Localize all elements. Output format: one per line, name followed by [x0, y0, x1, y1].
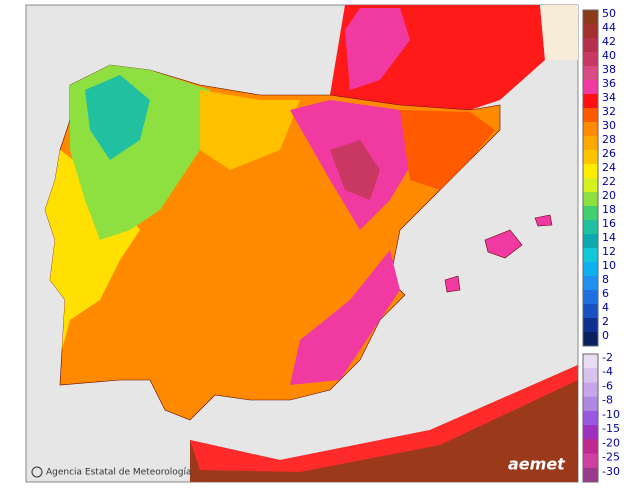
legend-swatch [583, 24, 598, 39]
legend-swatch [583, 332, 598, 347]
legend-swatch [583, 382, 598, 398]
france-hot [345, 8, 410, 90]
legend-swatch [583, 150, 598, 165]
legend-swatch [583, 276, 598, 291]
legend-label: 10 [602, 259, 616, 272]
credit-icon [31, 466, 43, 478]
legend-label: -30 [602, 465, 620, 478]
legend-swatch [583, 10, 598, 25]
ibiza [444, 275, 461, 293]
northwest-cool [85, 75, 150, 160]
logo: aemet [508, 455, 566, 474]
legend-label: -10 [602, 408, 620, 421]
legend-swatch [583, 248, 598, 263]
legend-swatch [583, 410, 598, 426]
legend-swatch [583, 368, 598, 383]
legend-label: 28 [602, 133, 616, 146]
legend-label: 16 [602, 217, 616, 230]
legend-swatch [583, 94, 598, 109]
catalonia [400, 110, 495, 190]
legend-swatch [583, 467, 598, 483]
legend-swatch [583, 136, 598, 151]
mallorca [484, 229, 523, 259]
legend-label: -25 [602, 451, 620, 464]
legend-label: -6 [602, 379, 613, 392]
legend-label: 36 [602, 77, 616, 90]
legend-swatch [583, 318, 598, 333]
legend-swatch [583, 192, 598, 207]
legend-swatch [583, 439, 598, 455]
legend-label: 32 [602, 105, 616, 118]
ebro-core [330, 140, 380, 200]
legend-swatch [583, 425, 598, 440]
legend-label: -8 [602, 394, 613, 407]
legend-swatch [583, 178, 598, 193]
legend-label: 50 [602, 7, 616, 20]
legend-border [582, 353, 599, 483]
legend-swatch [583, 52, 598, 67]
legend-label: 8 [602, 273, 609, 286]
legend-label: 14 [602, 231, 616, 244]
legend-swatch [583, 354, 598, 369]
legend-label: 26 [602, 147, 616, 160]
legend-swatch [583, 108, 598, 123]
legend-swatch [583, 453, 598, 469]
legend-swatch [583, 290, 598, 305]
legend-label: 6 [602, 287, 609, 300]
legend-label: 12 [602, 245, 616, 258]
legend-label: 42 [602, 35, 616, 48]
legend-label: 18 [602, 203, 616, 216]
map [44, 5, 578, 482]
legend: 5044424038363432302826242220181614121086… [582, 7, 620, 483]
africa [190, 365, 578, 482]
southeast-hot [290, 250, 400, 385]
legend-swatch [583, 66, 598, 81]
legend-label: 34 [602, 91, 616, 104]
legend-label: -15 [602, 422, 620, 435]
legend-swatch [583, 304, 598, 319]
legend-swatch [583, 234, 598, 249]
legend-swatch [583, 206, 598, 221]
legend-label: 40 [602, 49, 616, 62]
legend-label: 44 [602, 21, 616, 34]
legend-label: 20 [602, 189, 616, 202]
legend-label: 0 [602, 329, 609, 342]
legend-swatch [583, 220, 598, 235]
legend-swatch [583, 262, 598, 277]
menorca [534, 214, 553, 227]
legend-label: 30 [602, 119, 616, 132]
north-plateau [200, 90, 300, 170]
legend-swatch [583, 164, 598, 179]
legend-label: -4 [602, 365, 613, 378]
legend-label: -20 [602, 436, 620, 449]
legend-swatch [583, 122, 598, 137]
legend-label: 22 [602, 175, 616, 188]
west-warm [45, 150, 140, 350]
legend-swatch [583, 396, 598, 412]
credit: Agencia Estatal de Meteorología [46, 468, 192, 478]
legend-label: 24 [602, 161, 616, 174]
legend-label: 4 [602, 301, 609, 314]
africa-coast [190, 365, 578, 472]
legend-swatch [583, 80, 598, 95]
legend-label: 38 [602, 63, 616, 76]
legend-swatch [583, 38, 598, 53]
legend-label: 2 [602, 315, 609, 328]
legend-label: -2 [602, 351, 613, 364]
legend-border [582, 9, 599, 347]
france-east [540, 5, 578, 60]
